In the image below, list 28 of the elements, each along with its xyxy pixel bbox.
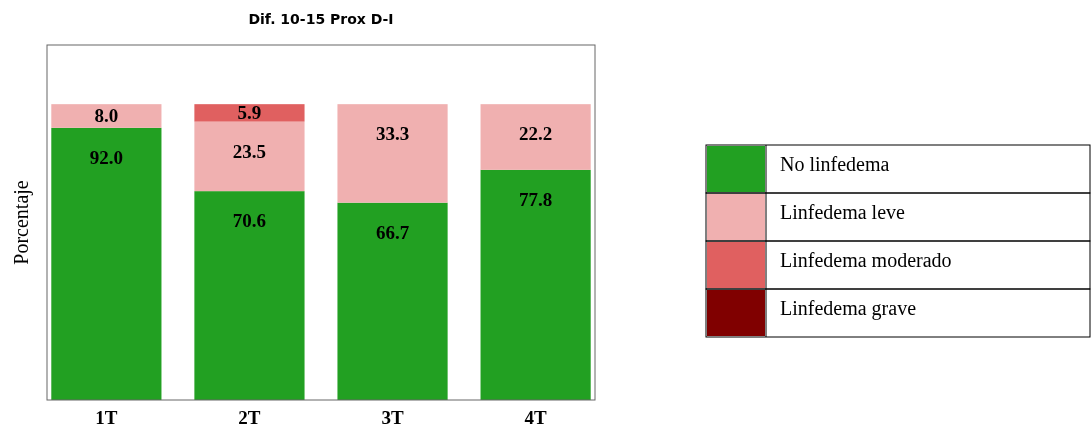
legend-label: Linfedema moderado — [780, 249, 952, 271]
legend-label: No linfedema — [780, 153, 890, 175]
x-tick-label: 2T — [238, 407, 261, 428]
bar — [194, 191, 305, 400]
data-label: 70.6 — [232, 210, 267, 232]
bar — [480, 104, 591, 170]
y-axis-title: Porcentaje — [10, 180, 33, 265]
bar — [194, 121, 305, 192]
data-label: 22.2 — [519, 123, 553, 145]
x-tick-label: 4T — [524, 407, 548, 428]
bar — [337, 104, 448, 203]
bar — [337, 202, 448, 400]
data-label: 77.8 — [519, 188, 553, 210]
bar — [194, 104, 305, 122]
legend-label: Linfedema leve — [780, 201, 906, 223]
chart-title: Dif. 10-15 Prox D-I — [248, 11, 394, 27]
data-label: 23.5 — [232, 140, 267, 162]
data-label: 33.3 — [375, 123, 410, 145]
data-label: 92.0 — [89, 146, 123, 168]
bar — [51, 104, 162, 128]
bar — [51, 127, 162, 400]
x-tick-label: 1T — [95, 407, 118, 428]
data-label: 8.0 — [94, 105, 119, 126]
legend-label: Linfedema grave — [780, 297, 917, 320]
bar — [480, 169, 591, 400]
x-tick-label: 3T — [381, 407, 404, 428]
data-label: 66.7 — [375, 221, 410, 243]
data-label: 5.9 — [237, 101, 262, 123]
